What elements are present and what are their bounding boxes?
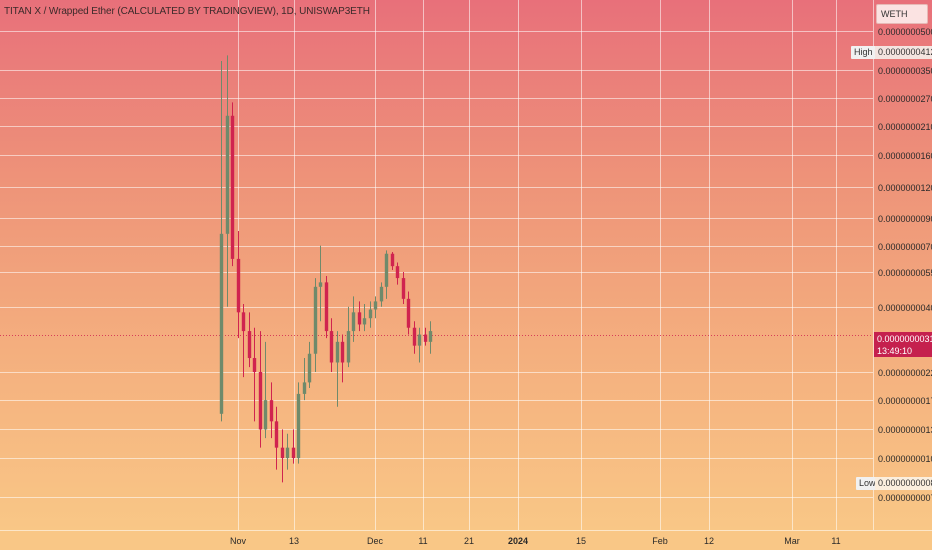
candle-body: [428, 331, 433, 342]
low-value-label: 0.0000000008: [875, 477, 932, 490]
candle-body: [236, 258, 241, 313]
high-tag: High: [851, 46, 876, 59]
candle-body: [324, 282, 329, 332]
x-tick-label: Feb: [652, 536, 668, 546]
y-tick-label: 0.0000000022: [878, 368, 932, 378]
candle-body: [357, 312, 362, 325]
candle-body: [362, 318, 367, 325]
candle-body: [395, 266, 400, 279]
x-tick-label: 12: [704, 536, 714, 546]
candle-body: [373, 301, 378, 310]
y-tick-label: 0.0000000500: [878, 27, 932, 37]
candle-body: [307, 353, 312, 383]
candle-body: [329, 331, 334, 363]
candle-body: [219, 233, 224, 414]
y-tick-label: 0.0000000017: [878, 396, 932, 406]
candle-body: [417, 334, 422, 346]
y-tick-label: 0.0000000160: [878, 151, 932, 161]
x-tick-label: 13: [289, 536, 299, 546]
x-tick-label: 15: [576, 536, 586, 546]
candle-body: [390, 253, 395, 267]
last-price-value: 0.0000000031: [877, 334, 932, 344]
quote-currency-badge[interactable]: WETH: [876, 4, 928, 24]
x-tick-label: Mar: [784, 536, 800, 546]
candle-body: [346, 331, 351, 363]
candle-body: [247, 331, 252, 359]
candle-body: [351, 312, 356, 332]
y-tick-label: 0.0000000010: [878, 454, 932, 464]
candle-body: [335, 341, 340, 363]
x-tick-label: Nov: [230, 536, 247, 546]
chart-title: TITAN X / Wrapped Ether (CALCULATED BY T…: [4, 6, 370, 17]
candle-body: [406, 298, 411, 328]
y-tick-label: 0.0000000007: [878, 493, 932, 503]
time-axis[interactable]: [0, 530, 932, 550]
candle-body: [313, 286, 318, 354]
candle-body: [296, 393, 301, 459]
candle-body: [280, 447, 285, 459]
candle-body: [318, 282, 323, 287]
plot-area[interactable]: [0, 0, 873, 530]
candle-body: [269, 400, 274, 422]
candle-body: [258, 371, 263, 430]
y-tick-label: 0.0000000210: [878, 122, 932, 132]
price-axis[interactable]: [873, 0, 932, 530]
candle-body: [263, 400, 268, 430]
last-price-label: 0.0000000031 13:49:10: [874, 332, 932, 357]
bar-countdown: 13:49:10: [877, 346, 913, 356]
y-tick-label: 0.0000000270: [878, 94, 932, 104]
candle-body: [274, 421, 279, 448]
candle-body: [412, 327, 417, 346]
y-tick-label: 0.0000000120: [878, 183, 932, 193]
candle-body: [230, 115, 235, 259]
high-value-label: 0.0000000412: [875, 46, 932, 59]
candle-body: [241, 312, 246, 332]
candle-body: [252, 358, 257, 372]
candle-body: [285, 447, 290, 459]
candle-body: [379, 286, 384, 302]
y-tick-label: 0.0000000350: [878, 66, 932, 76]
y-tick-label: 0.0000000070: [878, 242, 932, 252]
y-tick-label: 0.0000000040: [878, 303, 932, 313]
low-tag: Low: [856, 477, 879, 490]
x-tick-label: 2024: [508, 536, 528, 546]
candle-body: [423, 334, 428, 342]
x-tick-label: 11: [418, 536, 427, 546]
x-tick-label: 11: [831, 536, 840, 546]
y-tick-label: 0.0000000055: [878, 268, 932, 278]
candle-body: [340, 341, 345, 363]
candle-body: [368, 309, 373, 319]
candle-body: [302, 382, 307, 394]
candle-body: [384, 253, 389, 287]
candle-body: [401, 278, 406, 299]
y-tick-label: 0.0000000013: [878, 425, 932, 435]
x-tick-label: Dec: [367, 536, 384, 546]
candle-body: [225, 115, 230, 234]
x-tick-label: 21: [464, 536, 474, 546]
y-tick-label: 0.0000000090: [878, 214, 932, 224]
candle-body: [291, 447, 296, 459]
